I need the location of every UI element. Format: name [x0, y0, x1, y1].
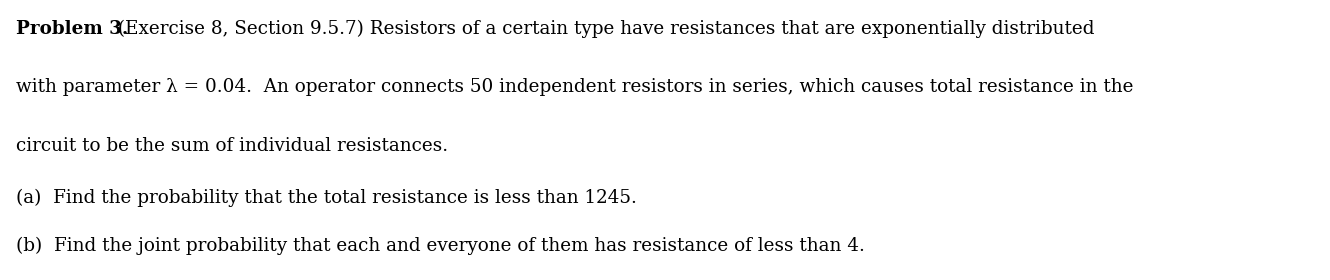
Text: (Exercise 8, Section 9.5.7) Resistors of a certain type have resistances that ar: (Exercise 8, Section 9.5.7) Resistors of…	[106, 20, 1095, 38]
Text: Problem 3.: Problem 3.	[16, 20, 128, 38]
Text: (b)  Find the joint probability that each and everyone of them has resistance of: (b) Find the joint probability that each…	[16, 237, 864, 255]
Text: (a)  Find the probability that the total resistance is less than 1245.: (a) Find the probability that the total …	[16, 189, 637, 207]
Text: with parameter λ = 0.04.  An operator connects 50 independent resistors in serie: with parameter λ = 0.04. An operator con…	[16, 78, 1133, 96]
Text: circuit to be the sum of individual resistances.: circuit to be the sum of individual resi…	[16, 137, 448, 155]
